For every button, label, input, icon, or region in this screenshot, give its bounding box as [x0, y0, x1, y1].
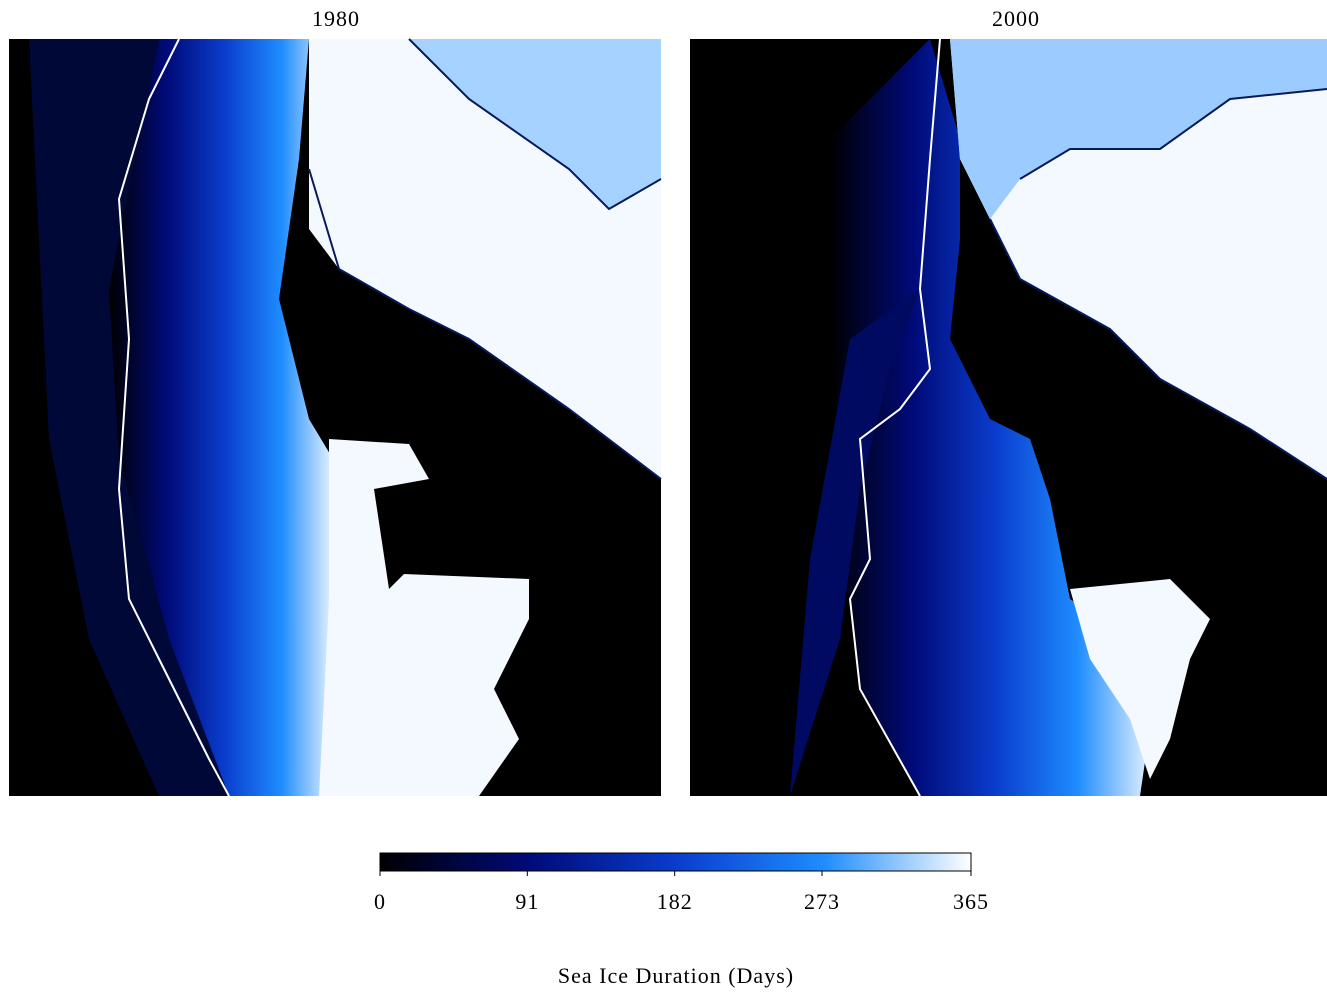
colorbar-tick-label: 273 [804, 889, 840, 914]
map-panel [9, 38, 662, 797]
colorbar-tick-label: 91 [515, 889, 539, 914]
panel-title: 2000 [992, 6, 1040, 31]
colorbar-tick-label: 182 [657, 889, 693, 914]
map-panel [690, 38, 1327, 797]
colorbar-tick-label: 365 [953, 889, 989, 914]
panel-title: 1980 [312, 6, 360, 31]
colorbar [379, 852, 972, 872]
colorbar-label: Sea Ice Duration (Days) [558, 963, 794, 988]
colorbar-tick-label: 0 [374, 889, 386, 914]
